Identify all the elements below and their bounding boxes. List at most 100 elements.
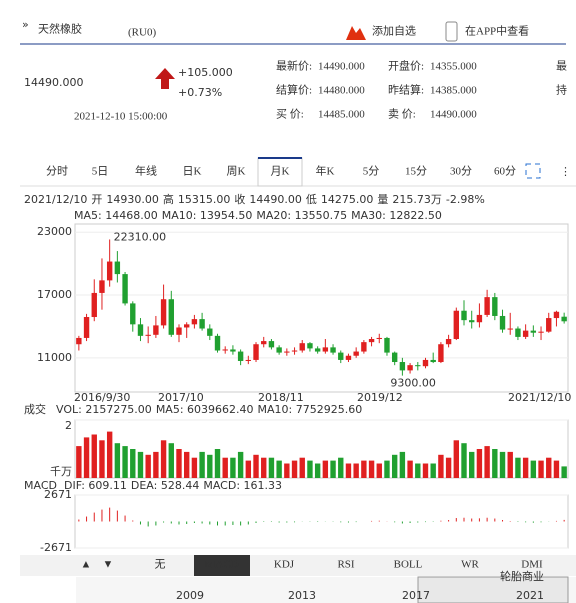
candle-body	[407, 365, 413, 371]
tab[interactable]: 月K	[271, 166, 290, 178]
volume-bar	[237, 451, 244, 478]
volume-bar	[353, 463, 359, 478]
candle-body	[137, 324, 144, 336]
info-text: 高	[163, 192, 174, 206]
candle-body	[484, 297, 490, 315]
indicator[interactable]: KDJ	[274, 559, 295, 571]
candle-body	[122, 274, 128, 304]
up-arrow	[155, 68, 175, 89]
quote-label: 持	[556, 83, 567, 97]
tab[interactable]: 60分	[494, 165, 516, 178]
annotation: 9300.00	[390, 377, 436, 390]
tab[interactable]: 分时	[46, 165, 68, 178]
info-text: -2.98%	[446, 193, 485, 206]
volume-bar	[422, 463, 429, 478]
watermark: 轮胎商业	[500, 569, 544, 583]
volume-bar	[322, 460, 329, 478]
candle-body	[153, 325, 159, 335]
quote-label: 开盘价:	[388, 59, 424, 73]
tab[interactable]: 年K	[316, 164, 335, 178]
overview-window[interactable]	[417, 576, 569, 603]
volume-bar	[268, 457, 275, 478]
volume-bar	[476, 449, 483, 478]
indicator[interactable]: WR	[461, 559, 479, 571]
x-label: 2018/11	[258, 391, 304, 404]
info-text: MA10: 7752925.60	[258, 403, 363, 416]
candle-body	[384, 337, 390, 353]
indicator[interactable]: BOLL	[394, 559, 423, 571]
quote-label: 昨结算:	[388, 83, 424, 97]
y-tick-label: 2671	[44, 488, 72, 501]
y-tick-label: 2	[65, 419, 72, 432]
info-text: 量	[377, 193, 388, 206]
volume-bar	[137, 451, 144, 478]
tab[interactable]: 30分	[450, 165, 472, 178]
volume-bar	[492, 449, 498, 478]
volume-bar	[415, 463, 421, 478]
volume-bar	[391, 454, 398, 478]
add-watch[interactable]: 添加自选	[372, 24, 416, 38]
volume-bar	[299, 457, 305, 478]
volume-bar	[368, 460, 375, 478]
volume-bar	[338, 457, 344, 478]
more-icon[interactable]: ⋮	[560, 165, 571, 178]
open-app[interactable]: 在APP中查看	[465, 24, 529, 38]
tab[interactable]: 5日	[92, 166, 109, 178]
volume-bar	[307, 460, 313, 478]
volume-bar	[222, 457, 228, 478]
nav-icon[interactable]: »	[22, 18, 29, 31]
x-label: 2016/9/30	[74, 391, 130, 404]
volume-bar	[507, 451, 513, 478]
y-tick-label: -2671	[40, 541, 72, 554]
info-text: 收	[234, 192, 245, 206]
tab[interactable]: 周K	[227, 165, 246, 178]
candle-body	[415, 365, 421, 367]
candle-body	[130, 303, 136, 325]
quote-label: 买 价:	[276, 108, 304, 121]
fullscreen-icon[interactable]	[525, 163, 541, 179]
candle-body	[422, 359, 429, 367]
indicator[interactable]: DMI	[521, 559, 543, 571]
y-tick-label: 23000	[37, 225, 72, 238]
indicator[interactable]: 无	[155, 559, 166, 571]
volume-bar	[291, 460, 298, 478]
info-text: 2021/12/10	[24, 193, 87, 206]
overview-year: 2017	[402, 589, 430, 602]
volume-bar	[191, 457, 198, 478]
price: 14490.000	[24, 76, 84, 89]
indicator[interactable]: ▼	[103, 559, 114, 571]
tab[interactable]: 5分	[363, 165, 380, 178]
info-text: MA10: 13954.50	[162, 209, 253, 222]
volume-bar	[445, 457, 452, 478]
candle-body	[314, 348, 321, 352]
info-text: 14930.00	[106, 193, 159, 206]
candle-body	[345, 355, 352, 360]
candle-body	[237, 351, 244, 361]
candle-body	[492, 297, 498, 316]
tab[interactable]: 日K	[183, 166, 202, 178]
volume-bar	[561, 466, 567, 478]
volume-bar	[546, 457, 552, 478]
quote-value: 14490.000	[318, 61, 365, 73]
candle-body	[438, 344, 444, 363]
tab[interactable]: 年线	[135, 164, 157, 178]
volume-bar	[276, 460, 282, 478]
candle-body	[330, 347, 336, 353]
panel-caption: 成交	[24, 402, 46, 416]
info-text: DIF: 609.11	[64, 479, 127, 492]
indicator[interactable]: RSI	[337, 559, 354, 571]
info-text: MA5: 14468.00	[74, 209, 158, 222]
y-tick-label: 11000	[37, 351, 72, 364]
volume-bar	[214, 449, 221, 478]
indicator[interactable]: ▲	[81, 559, 92, 571]
candle-body	[353, 351, 359, 356]
info-text: MA5: 6039662.40	[156, 403, 254, 416]
candle-body	[299, 343, 305, 351]
macd-frame	[74, 494, 569, 549]
quote-value: 14385.000	[430, 85, 477, 97]
code: (RU0)	[128, 27, 156, 39]
indicator[interactable]: MACD	[205, 559, 239, 571]
volume-bar	[515, 457, 521, 478]
tab[interactable]: 15分	[405, 165, 427, 178]
candle-body	[114, 261, 121, 275]
